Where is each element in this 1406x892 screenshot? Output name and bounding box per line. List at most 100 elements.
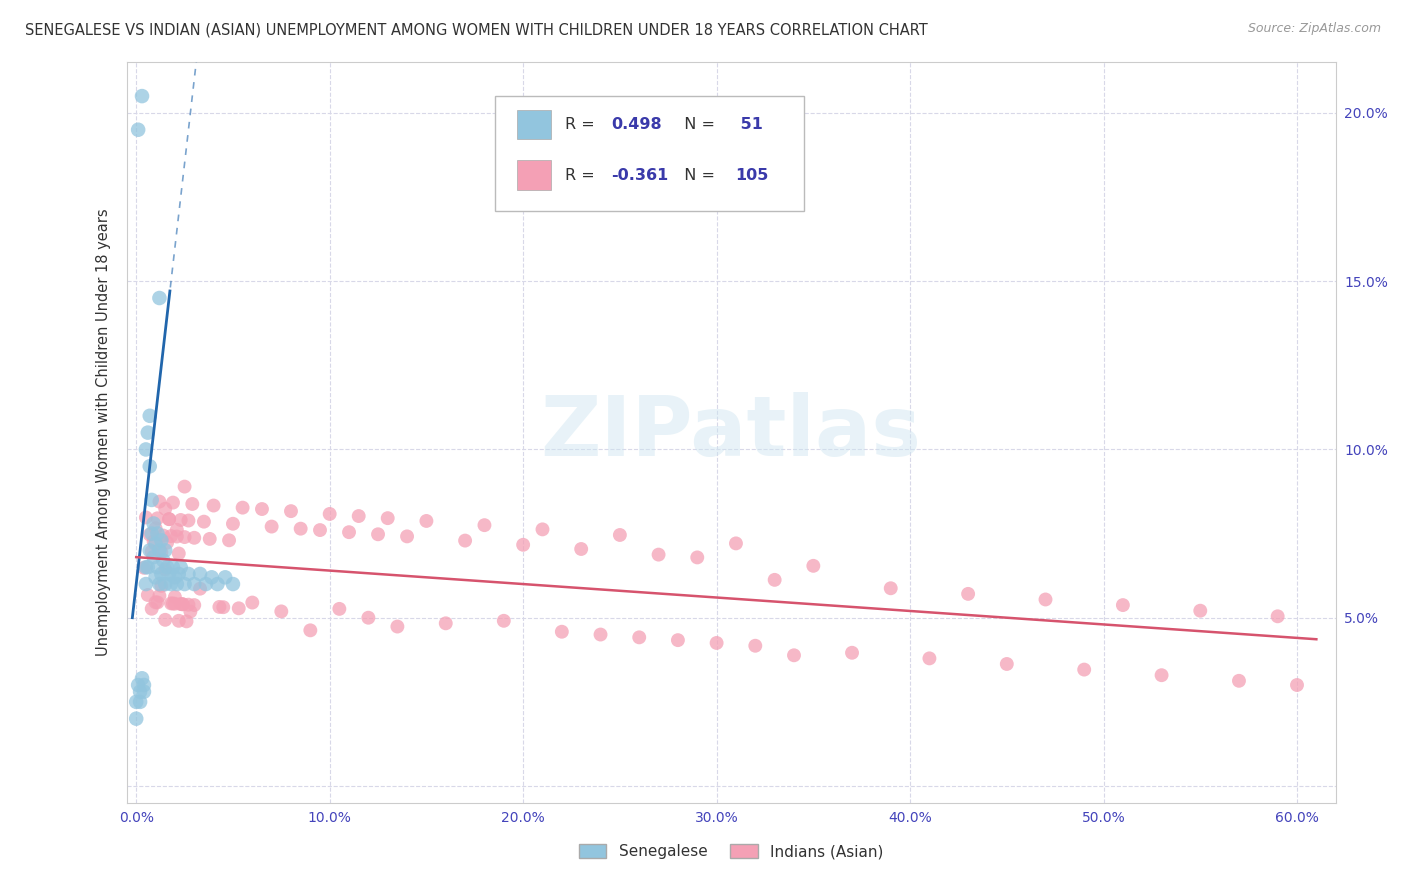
Point <box>141 526 163 541</box>
Point <box>183 598 205 612</box>
Point <box>139 527 162 541</box>
Point <box>299 624 322 638</box>
Point <box>492 614 515 628</box>
Point <box>212 600 235 615</box>
Point <box>150 533 173 548</box>
Point <box>157 512 180 526</box>
Point <box>141 601 163 615</box>
Point <box>163 590 186 604</box>
Point <box>155 562 177 576</box>
Text: 0.498: 0.498 <box>612 117 662 132</box>
Point <box>589 627 612 641</box>
Point <box>647 548 669 562</box>
Point <box>183 577 205 591</box>
Text: N =: N = <box>675 168 720 183</box>
Point <box>1285 678 1308 692</box>
Point <box>841 646 863 660</box>
Point <box>531 522 554 536</box>
Point <box>170 597 193 611</box>
Y-axis label: Unemployment Among Women with Children Under 18 years: Unemployment Among Women with Children U… <box>96 209 111 657</box>
Point <box>146 595 169 609</box>
Point <box>201 570 224 584</box>
Point <box>152 553 174 567</box>
Point <box>177 514 200 528</box>
Point <box>569 541 592 556</box>
Text: ZIPatlas: ZIPatlas <box>541 392 921 473</box>
Point <box>129 685 152 699</box>
Point <box>193 515 215 529</box>
Point <box>183 531 205 545</box>
Point <box>155 577 177 591</box>
Point <box>148 291 170 305</box>
Point <box>155 543 177 558</box>
Point <box>166 523 188 537</box>
Point <box>127 678 149 692</box>
Text: SENEGALESE VS INDIAN (ASIAN) UNEMPLOYMENT AMONG WOMEN WITH CHILDREN UNDER 18 YEA: SENEGALESE VS INDIAN (ASIAN) UNEMPLOYMEN… <box>25 22 928 37</box>
Point <box>801 558 824 573</box>
Point <box>135 577 157 591</box>
Point <box>222 516 245 531</box>
Point <box>880 581 903 595</box>
Point <box>367 527 389 541</box>
Point <box>188 566 211 581</box>
Point <box>396 529 419 543</box>
Point <box>194 577 217 591</box>
Point <box>160 577 183 591</box>
Text: 105: 105 <box>735 168 768 183</box>
Text: R =: R = <box>565 117 600 132</box>
FancyBboxPatch shape <box>517 110 551 139</box>
Point <box>160 529 183 543</box>
Point <box>135 560 157 574</box>
Point <box>666 633 689 648</box>
Point <box>142 534 165 549</box>
Point <box>135 510 157 524</box>
Point <box>148 543 170 558</box>
Point <box>347 509 370 524</box>
Point <box>131 89 153 103</box>
Point <box>222 577 245 591</box>
Point <box>250 502 273 516</box>
Point <box>357 610 380 624</box>
Point <box>139 543 162 558</box>
Point <box>202 499 225 513</box>
Point <box>763 573 786 587</box>
Point <box>1073 663 1095 677</box>
Point <box>132 685 155 699</box>
FancyBboxPatch shape <box>495 95 804 211</box>
Point <box>160 596 183 610</box>
Point <box>125 712 148 726</box>
Point <box>232 500 254 515</box>
Legend: Senegalese, Indians (Asian): Senegalese, Indians (Asian) <box>572 838 890 865</box>
Point <box>724 536 747 550</box>
Point <box>228 601 250 615</box>
Point <box>172 597 194 611</box>
Point <box>173 577 195 591</box>
Point <box>129 695 152 709</box>
Point <box>131 671 153 685</box>
Point <box>145 595 167 609</box>
Point <box>328 602 350 616</box>
Point <box>290 522 312 536</box>
Point <box>188 582 211 596</box>
Point <box>150 545 173 559</box>
Point <box>170 513 193 527</box>
Point <box>162 597 184 611</box>
Text: 51: 51 <box>735 117 762 132</box>
Point <box>136 588 159 602</box>
Point <box>156 535 179 549</box>
Point <box>148 494 170 508</box>
Point <box>146 526 169 541</box>
Point <box>142 550 165 565</box>
Point <box>177 598 200 612</box>
Point <box>176 615 198 629</box>
Point <box>132 561 155 575</box>
Text: Source: ZipAtlas.com: Source: ZipAtlas.com <box>1247 22 1381 36</box>
Point <box>155 501 177 516</box>
Point <box>148 577 170 591</box>
Point <box>744 639 766 653</box>
Point <box>1035 592 1057 607</box>
Point <box>145 570 167 584</box>
Point <box>146 560 169 574</box>
Point <box>157 566 180 581</box>
Point <box>609 528 631 542</box>
